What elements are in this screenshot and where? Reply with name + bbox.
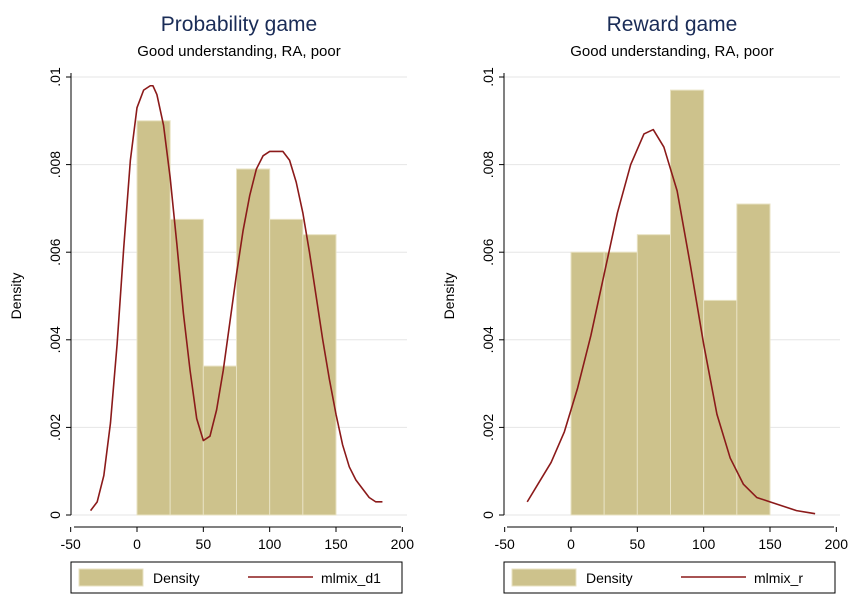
- y-tick-label: .002: [480, 414, 496, 441]
- x-tick-label: 150: [758, 536, 782, 552]
- y-tick-label: .01: [480, 67, 496, 87]
- x-tick-label: 100: [692, 536, 716, 552]
- y-tick-label: .006: [47, 238, 63, 265]
- y-tick-label: .008: [47, 151, 63, 178]
- chart-panel-1: Probability game Good understanding, RA, …: [8, 13, 415, 594]
- chart-title: Reward game: [607, 13, 738, 36]
- x-tick-label: -50: [495, 536, 515, 552]
- legend-swatch-density: [78, 568, 144, 587]
- y-tick-label: .004: [47, 326, 63, 353]
- x-tick-label: 50: [196, 536, 212, 552]
- y-tick-label: 0: [47, 511, 63, 519]
- chart-panel-2: Reward game Good understanding, RA, poor 0…: [441, 13, 849, 594]
- chart-title: Probability game: [161, 13, 317, 36]
- y-tick-label: .002: [47, 414, 63, 441]
- histogram-bar: [570, 251, 605, 516]
- x-tick-label: 0: [133, 536, 141, 552]
- histogram-bar: [603, 251, 638, 516]
- x-tick-label: 100: [258, 536, 282, 552]
- chart-subtitle: Good understanding, RA, poor: [570, 43, 773, 60]
- histogram-bar: [236, 168, 271, 516]
- legend-label-curve: mlmix_r: [754, 570, 803, 586]
- x-tick-label: -50: [61, 536, 81, 552]
- histogram-bar: [736, 203, 771, 516]
- y-tick-label: .01: [47, 67, 63, 87]
- y-tick-label: 0: [480, 511, 496, 519]
- histogram-bar: [136, 120, 171, 516]
- y-tick-label: .006: [480, 238, 496, 265]
- histogram-bar: [636, 234, 671, 516]
- histogram-bar: [703, 299, 738, 516]
- histogram-bar: [169, 218, 204, 516]
- legend-label-density: Density: [586, 570, 633, 586]
- density-curve-mlmix_r: [526, 128, 816, 515]
- histogram-bar: [670, 89, 705, 516]
- legend-label-curve: mlmix_d1: [321, 570, 381, 586]
- histogram-bar: [269, 218, 304, 516]
- x-tick-label: 200: [391, 536, 415, 552]
- y-axis-label: Density: [8, 273, 24, 320]
- chart-subtitle: Good understanding, RA, poor: [137, 43, 340, 60]
- y-tick-label: .008: [480, 151, 496, 178]
- density-curve-mlmix_d1: [89, 84, 383, 512]
- x-tick-label: 50: [630, 536, 646, 552]
- y-tick-label: .004: [480, 326, 496, 353]
- x-tick-label: 0: [567, 536, 575, 552]
- x-tick-label: 200: [825, 536, 849, 552]
- x-tick-label: 150: [324, 536, 348, 552]
- legend-label-density: Density: [153, 570, 200, 586]
- legend-swatch-density: [511, 568, 577, 587]
- histogram-bar: [302, 234, 337, 516]
- y-axis-label: Density: [441, 273, 457, 320]
